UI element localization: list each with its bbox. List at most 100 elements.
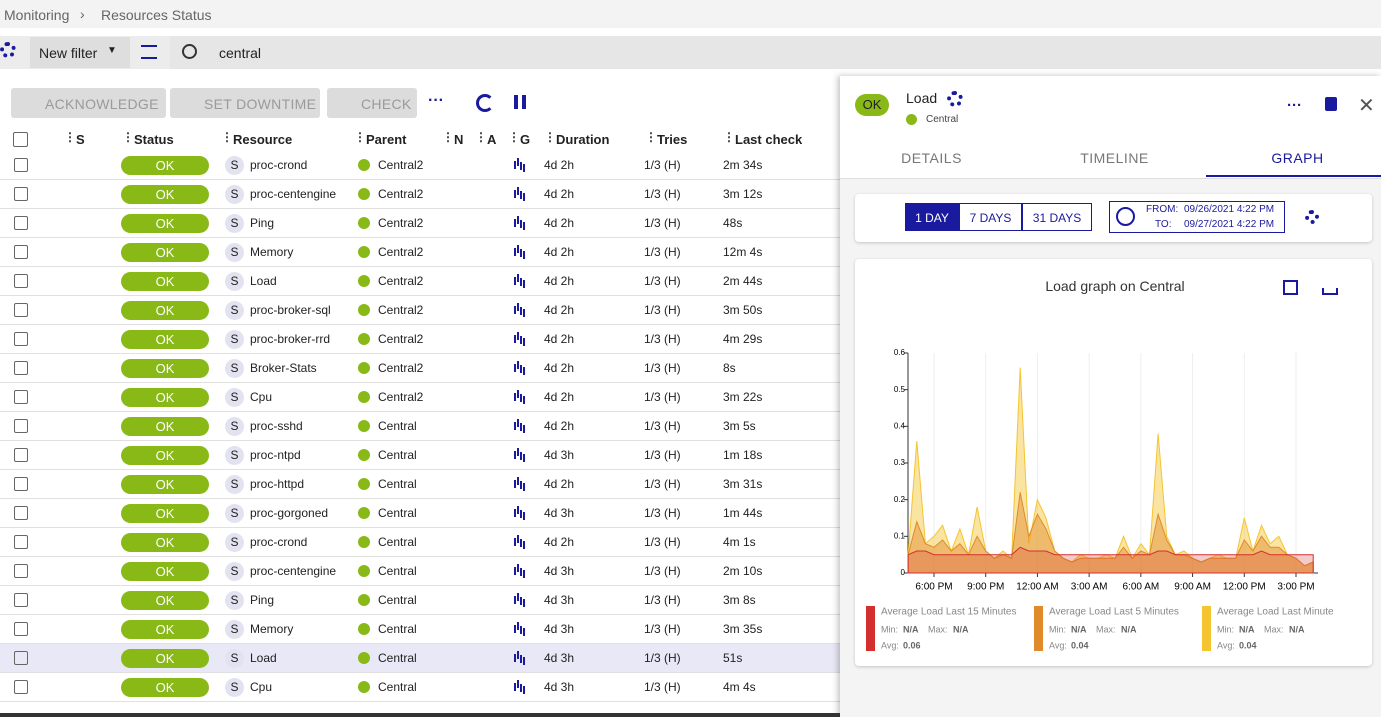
graph-icon[interactable]	[514, 480, 516, 488]
graph-icon[interactable]	[514, 161, 516, 169]
column-header[interactable]: A	[487, 132, 497, 147]
checkbox[interactable]	[14, 187, 28, 201]
resource-name[interactable]: Cpu	[250, 390, 273, 404]
graph-icon[interactable]	[514, 306, 516, 314]
resource-name[interactable]: proc-httpd	[250, 477, 305, 491]
checkbox[interactable]	[14, 332, 28, 346]
graph-icon[interactable]	[514, 393, 516, 401]
pause-icon[interactable]	[514, 95, 518, 109]
breadcrumb[interactable]: Resources Status	[101, 7, 212, 23]
column-header[interactable]: S	[76, 132, 85, 147]
more-icon[interactable]: ···	[428, 92, 444, 109]
settings-icon[interactable]	[0, 42, 16, 58]
column-header[interactable]: Duration	[556, 132, 610, 147]
checkbox[interactable]	[14, 216, 28, 230]
graph-icon[interactable]	[514, 219, 516, 227]
gear-icon[interactable]	[1305, 210, 1319, 224]
parent-name[interactable]: Central2	[378, 158, 424, 172]
period-button[interactable]: 7 DAYS	[959, 203, 1022, 231]
checkbox[interactable]	[14, 274, 28, 288]
resource-name[interactable]: proc-centengine	[250, 564, 337, 578]
resource-name[interactable]: proc-crond	[250, 158, 308, 172]
graph-icon[interactable]	[514, 190, 516, 198]
parent-name[interactable]: Central2	[378, 216, 424, 230]
graph-icon[interactable]	[514, 567, 516, 575]
column-header[interactable]: Last check	[735, 132, 803, 147]
resource-name[interactable]: proc-crond	[250, 535, 308, 549]
resource-name[interactable]: Ping	[250, 216, 275, 230]
resource-name[interactable]: Memory	[250, 245, 294, 259]
graph-icon[interactable]	[514, 538, 516, 546]
parent-name[interactable]: Central2	[378, 390, 424, 404]
checkbox[interactable]	[14, 622, 28, 636]
checkbox[interactable]	[14, 477, 28, 491]
tab[interactable]: DETAILS	[901, 150, 962, 166]
checkbox[interactable]	[14, 564, 28, 578]
resource-name[interactable]: Load	[250, 651, 277, 665]
checkbox[interactable]	[14, 303, 28, 317]
parent-name[interactable]: Central2	[378, 274, 424, 288]
more-icon[interactable]: ···	[1287, 97, 1302, 114]
parent-name[interactable]: Central	[378, 506, 417, 520]
checkbox[interactable]	[14, 245, 28, 259]
checkbox[interactable]	[14, 651, 28, 665]
column-header[interactable]: G	[520, 132, 531, 147]
checkbox[interactable]	[14, 680, 28, 694]
filter-icon[interactable]	[141, 45, 157, 59]
gear-icon[interactable]	[947, 91, 963, 107]
graph-icon[interactable]	[514, 596, 516, 604]
checkbox[interactable]	[14, 390, 28, 404]
resource-name[interactable]: proc-gorgoned	[250, 506, 329, 520]
checkbox[interactable]	[14, 535, 28, 549]
column-header[interactable]: N	[454, 132, 464, 147]
breadcrumb[interactable]: Monitoring	[4, 7, 70, 23]
download-icon[interactable]	[1322, 288, 1338, 295]
parent-name[interactable]: Central2	[378, 303, 424, 317]
parent-name[interactable]: Central	[378, 622, 417, 636]
parent-name[interactable]: Central2	[378, 187, 424, 201]
period-button[interactable]: 1 DAY	[905, 203, 959, 231]
resource-name[interactable]: Broker-Stats	[250, 361, 317, 375]
column-header[interactable]: Parent	[366, 132, 407, 147]
column-header[interactable]: Status	[134, 132, 174, 147]
tab[interactable]: TIMELINE	[1080, 150, 1149, 166]
parent-name[interactable]: Central	[378, 680, 417, 694]
resource-name[interactable]: proc-centengine	[250, 187, 337, 201]
action-button[interactable]	[170, 88, 320, 118]
parent-name[interactable]: Central	[378, 651, 417, 665]
search-text[interactable]: central	[219, 45, 262, 61]
column-header[interactable]: Tries	[657, 132, 688, 147]
filter-name[interactable]: New filter	[39, 45, 98, 61]
checkbox[interactable]	[13, 132, 28, 147]
checkbox[interactable]	[14, 506, 28, 520]
parent-name[interactable]: Central	[378, 535, 417, 549]
graph-icon[interactable]	[514, 625, 516, 633]
graph-icon[interactable]	[514, 451, 516, 459]
resource-name[interactable]: proc-broker-rrd	[250, 332, 331, 346]
date-range[interactable]	[1109, 201, 1285, 233]
resource-name[interactable]: proc-broker-sql	[250, 303, 331, 317]
parent-name[interactable]: Central	[378, 477, 417, 491]
resource-name[interactable]: proc-sshd	[250, 419, 303, 433]
resource-name[interactable]: Cpu	[250, 680, 273, 694]
open-icon[interactable]	[1283, 280, 1298, 295]
graph-icon[interactable]	[514, 422, 516, 430]
parent-name[interactable]: Central2	[378, 245, 424, 259]
parent-name[interactable]: Central2	[378, 361, 424, 375]
resource-name[interactable]: Load	[250, 274, 277, 288]
resource-name[interactable]: Ping	[250, 593, 275, 607]
graph-icon[interactable]	[514, 654, 516, 662]
column-header[interactable]: Resource	[233, 132, 293, 147]
graph-icon[interactable]	[514, 364, 516, 372]
tab[interactable]: GRAPH	[1271, 150, 1324, 166]
checkbox[interactable]	[14, 593, 28, 607]
parent-name[interactable]: Central	[378, 564, 417, 578]
parent-name[interactable]: Central	[378, 593, 417, 607]
action-button[interactable]	[327, 88, 417, 118]
refresh-icon[interactable]	[476, 94, 494, 112]
period-button[interactable]: 31 DAYS	[1022, 203, 1092, 231]
checkbox[interactable]	[14, 361, 28, 375]
resource-name[interactable]: Memory	[250, 622, 294, 636]
parent-name[interactable]: Central	[378, 419, 417, 433]
copy-icon[interactable]	[1325, 97, 1337, 111]
